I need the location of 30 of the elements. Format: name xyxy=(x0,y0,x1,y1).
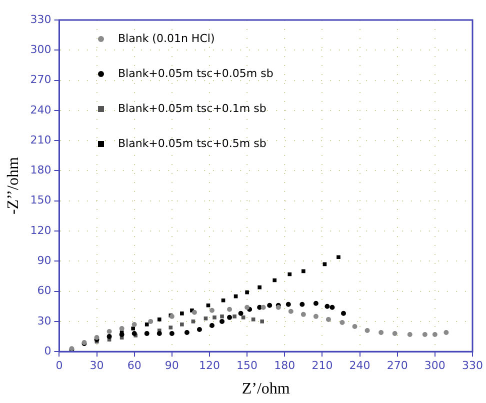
y-tick-label: 60 xyxy=(37,284,52,298)
y-tick-label: 120 xyxy=(30,224,52,237)
legend-label: Blank+0.05m tsc+0.1m sb xyxy=(118,102,266,115)
x-tick-label: 90 xyxy=(164,359,179,372)
legend-label: Blank+0.05m tsc+0.05m sb xyxy=(118,67,274,80)
legend-label: Blank (0.01n HCl) xyxy=(118,32,215,45)
x-tick-label: 150 xyxy=(236,359,258,372)
y-tick-label: 150 xyxy=(30,194,52,207)
x-tick-label: 120 xyxy=(198,359,220,372)
y-tick-label: 90 xyxy=(37,254,52,268)
y-tick-label: 270 xyxy=(30,73,52,86)
y-tick-label: 240 xyxy=(30,103,52,116)
y-tick-label: 0 xyxy=(44,344,52,358)
y-tick-label: 330 xyxy=(30,12,52,26)
x-axis-title: Z’/ohm xyxy=(242,380,290,398)
x-tick-label: 330 xyxy=(462,359,483,372)
legend-label: Blank+0.05m tsc+0.5m sb xyxy=(118,137,266,150)
x-tick-label: 60 xyxy=(127,359,142,372)
x-tick-label: 300 xyxy=(424,359,446,372)
x-tick-label: 240 xyxy=(349,359,370,372)
y-tick-label: 300 xyxy=(30,43,52,56)
x-tick-label: 270 xyxy=(386,359,408,372)
y-tick-label: 180 xyxy=(30,164,52,177)
y-tick-label: 210 xyxy=(30,133,52,146)
y-tick-label: 30 xyxy=(37,314,52,328)
x-tick-label: 0 xyxy=(56,359,63,372)
x-tick-label: 180 xyxy=(274,359,296,372)
y-axis-title: -Z’’/ohm xyxy=(4,156,22,215)
x-tick-label: 210 xyxy=(312,359,333,372)
x-tick-label: 30 xyxy=(90,359,104,372)
